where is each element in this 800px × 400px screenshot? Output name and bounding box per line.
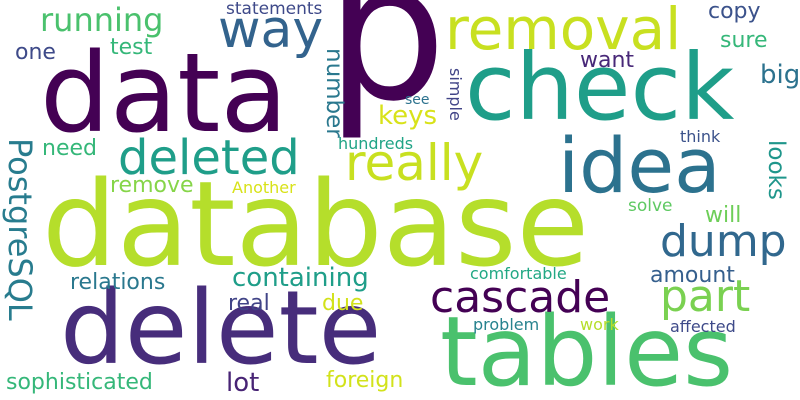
word-remove: remove xyxy=(110,175,194,197)
word-containing: containing xyxy=(232,265,369,291)
word-big: big xyxy=(760,62,800,88)
word-statements: statements xyxy=(226,1,322,18)
word-will: will xyxy=(705,205,741,227)
word-copy: copy xyxy=(708,1,761,23)
word-problem: problem xyxy=(473,317,539,333)
word-one: one xyxy=(15,42,56,64)
word-lot: lot xyxy=(226,370,259,396)
word-work: work xyxy=(580,317,619,333)
word-comfortable: comfortable xyxy=(470,266,567,282)
word-see: see xyxy=(405,93,430,107)
word-amount: amount xyxy=(650,265,735,287)
word-foreign: foreign xyxy=(326,370,403,392)
word-think: think xyxy=(680,129,720,145)
word-running: running xyxy=(40,4,163,36)
word-need: need xyxy=(42,138,97,160)
word-looks: looks xyxy=(764,140,787,200)
word-number: number xyxy=(322,48,345,138)
word-want: want xyxy=(580,50,634,72)
word-hundreds: hundreds xyxy=(338,136,413,152)
word-simple: simple xyxy=(447,68,463,121)
word-test: test xyxy=(110,37,152,59)
word-real: real xyxy=(228,293,270,315)
word-postgresql: PostgreSQL xyxy=(4,138,36,321)
word-due: due xyxy=(322,293,363,315)
word-another: Another xyxy=(232,180,296,196)
word-affected: affected xyxy=(670,319,736,335)
word-sophisticated: sophisticated xyxy=(6,372,153,394)
word-relations: relations xyxy=(70,272,165,294)
word-sure: sure xyxy=(720,30,768,52)
word-removal: removal xyxy=(445,0,681,58)
word-solve: solve xyxy=(628,198,673,215)
